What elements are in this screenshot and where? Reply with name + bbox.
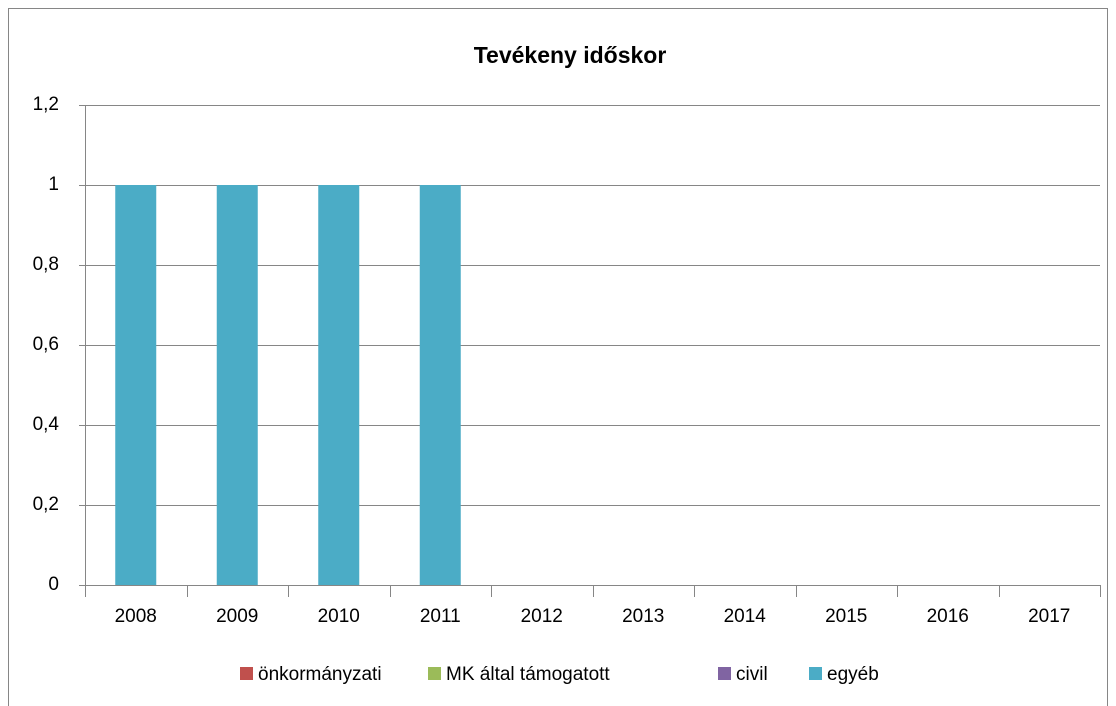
y-tick-label: 1 — [48, 174, 59, 195]
bar — [115, 185, 157, 585]
x-tick-label: 2012 — [521, 606, 563, 627]
bar — [318, 185, 360, 585]
legend-swatch — [809, 667, 822, 680]
y-tick-label: 0,6 — [33, 334, 59, 355]
legend-swatch — [240, 667, 253, 680]
x-tick-label: 2010 — [318, 606, 360, 627]
bar — [419, 185, 461, 585]
y-tick-label: 0,8 — [33, 254, 59, 275]
chart-title: Tevékeny időskor — [474, 42, 667, 68]
legend-label: civil — [736, 664, 768, 685]
x-tick-label: 2013 — [622, 606, 664, 627]
y-tick-label: 0 — [48, 574, 59, 595]
legend-label: egyéb — [827, 664, 879, 685]
y-tick-label: 0,2 — [33, 494, 59, 515]
x-tick-label: 2016 — [927, 606, 969, 627]
legend-swatch — [428, 667, 441, 680]
legend-label: MK által támogatott — [446, 664, 610, 685]
x-tick-label: 2009 — [216, 606, 258, 627]
x-tick-label: 2017 — [1028, 606, 1070, 627]
chart-frame — [8, 8, 1108, 706]
x-tick-label: 2011 — [420, 606, 461, 627]
x-tick-label: 2015 — [825, 606, 867, 627]
x-tick-label: 2008 — [115, 606, 157, 627]
legend-swatch — [718, 667, 731, 680]
y-tick-label: 0,4 — [33, 414, 60, 435]
x-tick-label: 2014 — [724, 606, 767, 627]
y-tick-label: 1,2 — [33, 94, 59, 115]
legend-label: önkormányzati — [258, 664, 382, 685]
bar — [216, 185, 258, 585]
